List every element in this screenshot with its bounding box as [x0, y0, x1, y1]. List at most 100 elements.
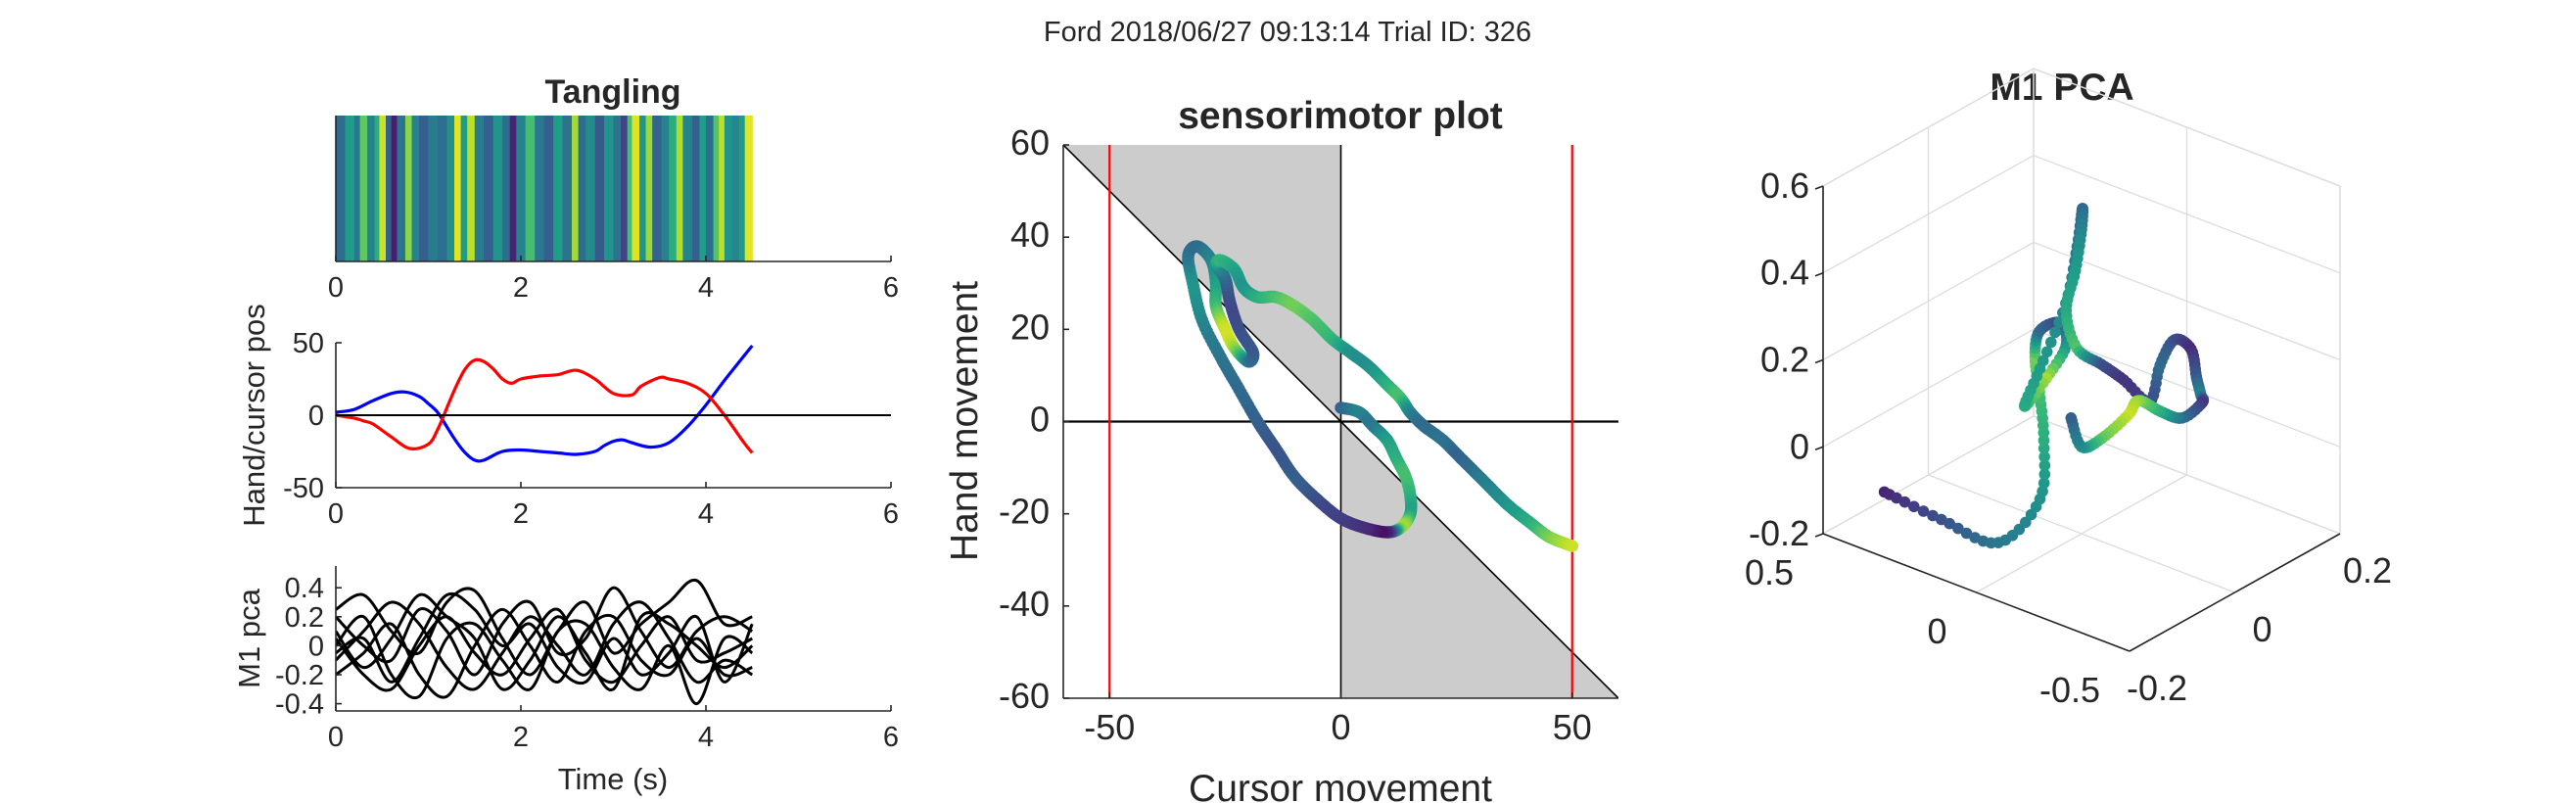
sensorimotor-y-tick-label: 20: [1010, 307, 1050, 347]
tangling-panel: Tangling 0 2 4 6: [328, 73, 899, 304]
pca3d-wall-grid-z2: [2033, 155, 2341, 274]
tangling-stripe: [397, 116, 406, 261]
hand-cursor-x-tick-label: 4: [698, 498, 714, 530]
pca3d-wall-grid-z1: [1822, 155, 2035, 274]
hand-cursor-x-tick-label: 6: [883, 498, 899, 530]
pca3d-x-tick-label: 0.2: [2343, 550, 2392, 590]
m1-pca-panel: 0 2 4 6-0.4-0.200.20.4 M1 pca Time (s): [232, 566, 899, 796]
tangling-stripe: [639, 116, 647, 261]
hand-cursor-x-tick-label: 0: [328, 498, 344, 530]
pca3d-wall-grid-z1: [1822, 328, 2035, 448]
m1-pca-axes: 0 2 4 6-0.4-0.200.20.4: [275, 566, 899, 753]
hand-cursor-ylabel: Hand/cursor pos: [237, 304, 271, 526]
m1-pca-y-tick-label: 0.4: [285, 573, 324, 604]
time-xlabel: Time (s): [558, 762, 669, 796]
tangling-stripe: [621, 116, 629, 261]
tangling-stripe: [386, 116, 393, 261]
sensorimotor-x-tick-label: 0: [1331, 707, 1350, 747]
tangling-stripe: [578, 116, 586, 261]
tangling-stripe: [502, 116, 511, 261]
pca3d-z-tick-label: 0.4: [1760, 253, 1809, 293]
m1-pca-3d-title: M1 PCA: [1990, 67, 2133, 109]
tangling-stripe: [627, 116, 632, 261]
tangling-stripe: [336, 116, 346, 261]
tangling-stripe: [652, 116, 663, 261]
tangling-stripe: [706, 116, 715, 261]
pca3d-trajectory-point: [2065, 412, 2078, 424]
m1-pca-lines: [336, 578, 754, 706]
pca3d-z-tick-label: -0.2: [1749, 513, 1809, 553]
hand-cursor-series-line: [336, 344, 754, 463]
tangling-stripe: [562, 116, 573, 261]
sensorimotor-y-tick-label: 60: [1010, 122, 1050, 163]
m1-pca-ylabel: M1 pca: [232, 588, 266, 687]
m1-pca-y-tick-label: 0.2: [285, 602, 324, 634]
sensorimotor-xlabel: Cursor movement: [1189, 768, 1492, 803]
pca3d-trajectory-point: [2045, 336, 2057, 349]
pca3d-z-tick: [1814, 272, 1824, 277]
suptitle: Ford 2018/06/27 09:13:14 Trial ID: 326: [1044, 17, 1531, 48]
tangling-stripe: [585, 116, 596, 261]
pca3d-z-tick: [1814, 446, 1824, 450]
tangling-stripe: [572, 116, 580, 261]
tangling-stripe: [484, 116, 494, 261]
tangling-x-tick-label: 6: [883, 272, 899, 304]
sensorimotor-y-tick-label: -40: [999, 584, 1050, 624]
hand-cursor-y-tick-label: 50: [293, 328, 324, 359]
tangling-stripe: [744, 116, 753, 261]
hand-cursor-y-tick-label: 0: [308, 401, 324, 432]
tangling-stripe: [699, 116, 707, 261]
tangling-x-tick-label: 0: [328, 272, 344, 304]
tangling-axes: 0 2 4 6: [328, 116, 899, 304]
tangling-stripe: [691, 116, 700, 261]
pca3d-trajectory-point: [2038, 459, 2051, 472]
tangling-stripe: [374, 116, 380, 261]
m1-pca-x-tick-label: 0: [328, 722, 344, 753]
sensorimotor-trajectory-point: [1566, 540, 1579, 552]
pca3d-wall-grid-z1: [1822, 241, 2035, 361]
tangling-stripe: [516, 116, 527, 261]
pca3d-trajectory-point: [2053, 316, 2065, 329]
pca3d-trajectory-point: [1908, 500, 1920, 513]
pca3d-y-tick-label: -0.5: [2039, 670, 2100, 710]
tangling-stripe: [509, 116, 517, 261]
tangling-stripe: [682, 116, 693, 261]
sensorimotor-reference-lines: [1063, 145, 1618, 698]
pca3d-trajectory-point: [1944, 517, 1955, 530]
pca3d-y-tick-label: 0.5: [1745, 552, 1794, 592]
tangling-stripe: [645, 116, 653, 261]
m1-pca-3d-ticks: -0.200.20.40.6-0.500.5-0.200.2: [1745, 165, 2392, 710]
tangling-stripe: [379, 116, 387, 261]
tangling-stripe: [411, 116, 420, 261]
m1-pca-y-tick-label: -0.4: [275, 689, 324, 721]
pca3d-trajectory-point: [2037, 354, 2049, 367]
tangling-stripe: [437, 116, 447, 261]
m1-pca-x-tick-label: 2: [513, 722, 529, 753]
pca3d-wall-grid-z2: [2033, 241, 2341, 361]
pca3d-trajectory-point: [2037, 443, 2050, 454]
tangling-stripe: [535, 116, 545, 261]
pca3d-z-tick: [1814, 185, 1824, 190]
tangling-stripe: [467, 116, 476, 261]
m1-pca-y-tick-label: -0.2: [275, 660, 324, 691]
hand-cursor-lines: [336, 344, 891, 463]
tangling-stripe: [446, 116, 455, 261]
sensorimotor-y-tick-label: 0: [1030, 400, 1050, 440]
sensorimotor-y-tick-label: -20: [999, 492, 1050, 532]
tangling-stripe: [613, 116, 622, 261]
pca3d-z-tick: [1814, 358, 1824, 364]
tangling-stripe: [731, 116, 740, 261]
tangling-stripe: [353, 116, 361, 261]
tangling-stripe: [460, 116, 468, 261]
m1-pca-trace: [336, 591, 754, 685]
pca3d-trajectory-point: [2049, 326, 2061, 339]
pca3d-trajectory-point: [1960, 527, 1973, 540]
tangling-stripe: [604, 116, 615, 261]
sensorimotor-x-tick-label: -50: [1084, 707, 1135, 747]
pca3d-wall-grid-z2: [2033, 415, 2341, 535]
m1-pca-x-tick-label: 4: [698, 722, 714, 753]
tangling-stripe: [428, 116, 439, 261]
pca3d-x-axis-line: [2129, 533, 2341, 652]
